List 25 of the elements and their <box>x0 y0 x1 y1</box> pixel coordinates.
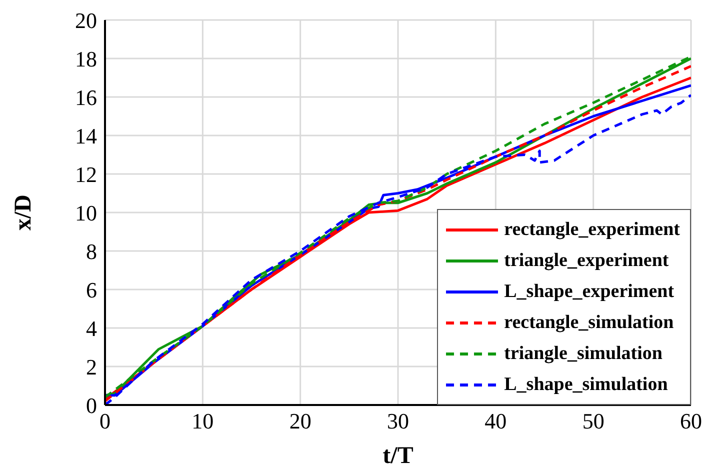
y-tick-label: 4 <box>86 316 97 341</box>
y-tick-label: 18 <box>75 46 97 72</box>
x-tick-label: 10 <box>192 408 214 434</box>
y-tick-label: 6 <box>86 277 97 302</box>
y-axis-title: x/D <box>10 194 37 230</box>
y-tick-label: 2 <box>86 354 97 380</box>
legend-label: L_shape_experiment <box>504 280 674 302</box>
y-tick-label: 20 <box>75 8 97 33</box>
legend-label: rectangle_experiment <box>504 218 680 240</box>
x-tick-label: 30 <box>387 408 409 434</box>
legend-label: rectangle_simulation <box>504 312 674 334</box>
y-tick-label: 0 <box>86 392 97 418</box>
legend-label: triangle_experiment <box>504 250 669 272</box>
x-axis-title: t/T <box>382 443 414 469</box>
y-tick-label: 8 <box>86 238 97 264</box>
y-tick-label: 10 <box>75 200 97 226</box>
x-tick-label: 40 <box>484 408 507 434</box>
y-tick-label: 16 <box>75 84 97 110</box>
x-tick-label: 60 <box>680 408 702 434</box>
y-tick-label: 14 <box>75 123 97 148</box>
x-tick-label: 20 <box>289 408 312 434</box>
legend-label: triangle_simulation <box>504 342 662 364</box>
y-tick-label: 12 <box>75 162 97 187</box>
legend-label: L_shape_simulation <box>504 374 668 396</box>
x-tick-label: 50 <box>582 408 604 434</box>
